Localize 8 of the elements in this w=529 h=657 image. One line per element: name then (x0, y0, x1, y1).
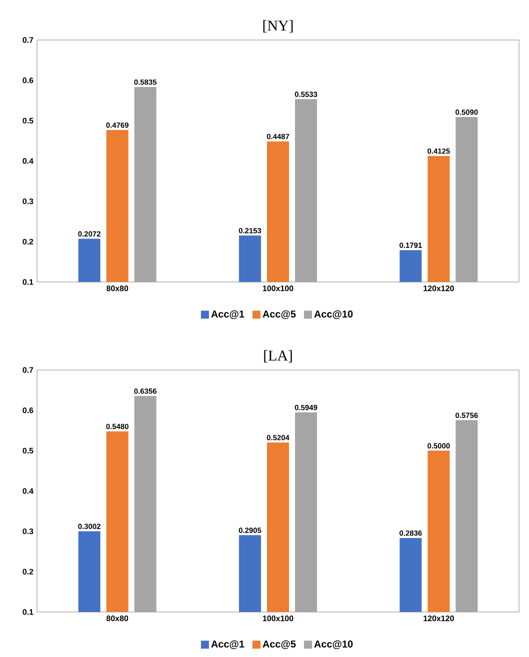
legend-label: Acc@5 (262, 310, 296, 320)
legend-label: Acc@1 (211, 310, 244, 320)
legend-label: Acc@1 (211, 640, 244, 650)
chart-title: [LA] (264, 350, 292, 363)
chart-title: [NY] (263, 20, 293, 33)
legend-label: Acc@5 (262, 640, 296, 650)
legend-label: Acc@10 (314, 310, 353, 320)
legend-label: Acc@10 (314, 640, 353, 650)
